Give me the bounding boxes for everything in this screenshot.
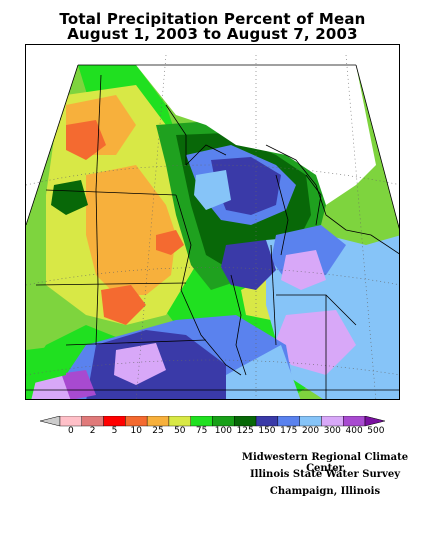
legend-label: 400 <box>345 426 363 436</box>
credit-line2: Illinois State Water Survey <box>249 469 401 480</box>
legend-label: 25 <box>152 426 164 436</box>
legend-label: 0 <box>68 426 74 436</box>
legend-label: 500 <box>367 426 385 436</box>
legend-label: 175 <box>280 426 298 436</box>
legend-label: 150 <box>258 426 276 436</box>
precipitation-map-svg <box>26 45 399 399</box>
legend-label: 50 <box>174 426 186 436</box>
lavender-region-east <box>281 250 326 290</box>
state-boundaries <box>26 64 399 399</box>
redorange-region-2 <box>101 285 146 325</box>
legend-swatch <box>343 415 366 427</box>
legend-label: 300 <box>323 426 341 436</box>
legend-arrow-low <box>39 415 61 427</box>
map-title-line1: Total Precipitation Percent of Mean <box>59 10 366 28</box>
legend-swatch <box>299 415 322 427</box>
legend-label: 10 <box>130 426 142 436</box>
legend-label: 200 <box>301 426 320 436</box>
legend-colorbar <box>39 415 386 427</box>
legend-swatch <box>255 415 279 427</box>
legend-swatch <box>168 415 191 427</box>
navy-region-east <box>221 240 276 290</box>
redorange-region-3 <box>156 230 184 255</box>
legend-swatch <box>125 415 148 427</box>
legend-swatch <box>103 415 126 427</box>
precipitation-map <box>25 44 400 400</box>
legend-swatch <box>190 415 213 427</box>
legend-swatch <box>81 415 104 427</box>
legend-swatch <box>59 415 82 427</box>
outside-area-top <box>78 45 399 228</box>
legend-label: 100 <box>214 426 232 436</box>
darkgreen-region-west <box>51 180 88 215</box>
legend-swatch <box>212 415 235 427</box>
legend-label: 5 <box>111 426 118 436</box>
legend-swatch <box>146 415 170 427</box>
lavender-region-southeast <box>276 310 356 375</box>
outside-area-left <box>26 45 78 225</box>
legend-swatch <box>234 415 257 427</box>
legend-swatch <box>277 415 300 427</box>
credit-line3: Champaign, Illinois <box>269 486 381 497</box>
legend-arrow-high <box>364 415 386 427</box>
lightblue-region-south <box>226 345 301 399</box>
legend-label: 2 <box>89 426 96 436</box>
legend-swatch <box>321 415 344 427</box>
redorange-region-1 <box>66 120 106 160</box>
lavender-region-south <box>114 343 166 385</box>
map-title-line2: August 1, 2003 to August 7, 2003 <box>67 25 358 43</box>
orange-region <box>86 165 176 295</box>
color-legend: 0 2 5 10 25 50 75 100 125 150 175 200 300 400 500 <box>39 413 386 443</box>
legend-label: 125 <box>236 426 254 436</box>
green-strip-south <box>26 345 66 385</box>
legend-label: 75 <box>195 426 208 436</box>
lightblue-region-north <box>194 170 231 210</box>
credit-line1: Midwestern Regional Climate Center <box>241 452 409 474</box>
